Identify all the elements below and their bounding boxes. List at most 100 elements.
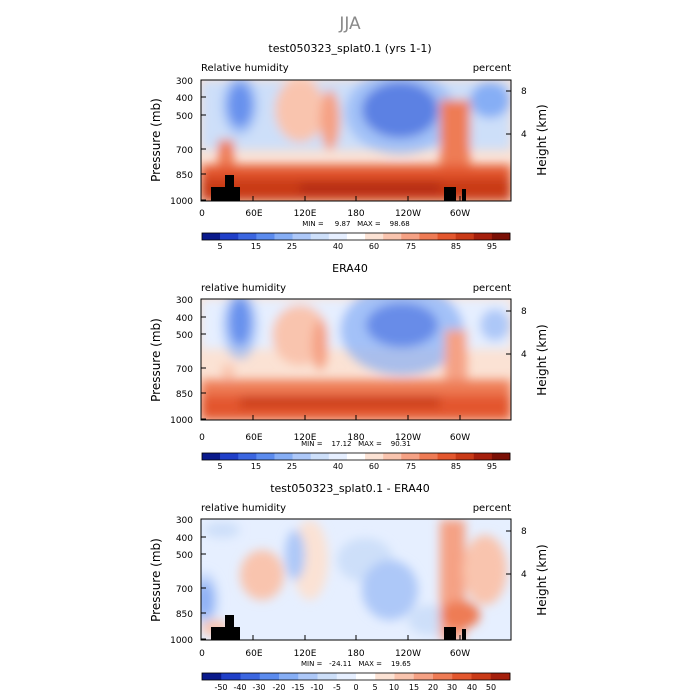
colorbar-cell [471,673,492,680]
x-tick-label: 60W [450,433,470,443]
colorbar-label: 20 [428,683,438,692]
colorbar-cell [292,233,312,240]
panel-left-label: relative humidity [201,503,286,514]
missing-data-block [234,627,240,640]
colorbar-label: 50 [486,683,496,692]
heatmap-field [201,80,511,201]
panel-left-label: Relative humidity [201,63,289,74]
colorbar-cell [310,453,330,460]
panel-left-label: relative humidity [201,283,286,294]
min-max-stats: MIN = 17.12 MAX = 90.31 [301,440,411,448]
y-axis-label: Pressure (mb) [149,98,163,182]
colorbar-cell [490,673,511,680]
x-tick-label: 60E [245,649,262,659]
colorbar-label: 25 [287,462,297,471]
y-tick-label-right: 8 [521,527,527,537]
y-tick-label: 400 [176,534,193,544]
colorbar-label: 5 [217,462,222,471]
x-ticks: 0 60E 120E 180 120W 60W [199,196,470,219]
y-ticks: 300 400 500 700 850 1000 [170,516,206,646]
y-tick-label: 850 [176,390,193,400]
x-tick-label: 60W [450,209,470,219]
colorbar-cell [455,233,475,240]
colorbar-cell [238,233,257,240]
y-axis-label-right: Height (km) [535,104,549,175]
colorbar-label: 85 [451,462,461,471]
colorbar-cell [437,233,456,240]
colorbar-cell [202,673,222,680]
colorbar-cell [452,673,472,680]
colorbar-cell [256,453,275,460]
colorbar-label: 85 [451,242,461,251]
x-tick-label: 120E [294,433,317,443]
x-ticks: 0 60E 120E 180 120W 60W [199,415,470,443]
colorbar-label: 15 [251,242,261,251]
colorbar-label: -50 [214,683,227,692]
colorbar-cell [240,673,261,680]
y-axis-label-right: Height (km) [535,324,549,395]
colorbar-cell [491,453,511,460]
heatmap-field [201,519,511,640]
colorbar-cell [310,233,330,240]
colorbar-label: -15 [291,683,304,692]
missing-data-block [444,187,456,201]
colorbar-cell [317,673,338,680]
y-tick-label: 850 [176,610,193,620]
colorbar-cell [221,673,241,680]
colorbar-cell [336,673,357,680]
y-tick-label-right: 8 [521,87,527,97]
colorbar-cell [394,673,415,680]
x-tick-label: 120W [395,649,421,659]
x-tick-label: 0 [199,209,205,219]
y-tick-label: 1000 [170,416,193,426]
y-tick-label-right: 8 [521,307,527,317]
colorbar-cell [259,673,280,680]
y-tick-label: 1000 [170,197,193,207]
y-tick-label: 300 [176,296,193,306]
y-tick-label: 700 [176,146,193,156]
colorbar-label: 60 [369,462,379,471]
min-max-stats: MIN = -24.11 MAX = 19.65 [301,660,411,668]
colorbar-label: 95 [487,242,497,251]
heatmap-field [201,299,511,420]
y-ticks: 300 400 500 700 850 1000 [170,77,206,207]
y-axis-label-right: Height (km) [535,544,549,615]
y-tick-label: 1000 [170,636,193,646]
colorbar-label: 10 [389,683,399,692]
y-tick-label: 850 [176,171,193,181]
colorbar-label: -20 [272,683,285,692]
x-tick-label: 120W [395,433,421,443]
colorbar-cell [328,233,348,240]
y-tick-label: 700 [176,365,193,375]
colorbar-cell [473,233,493,240]
colorbar-cell [220,233,239,240]
colorbar-cell [274,453,293,460]
colorbar-cell [419,453,438,460]
colorbar-cell [202,453,221,460]
y-axis-label: Pressure (mb) [149,318,163,402]
colorbar-label: 5 [372,683,377,692]
panel-reanalysis: ERA40 relative humidity percent P [149,262,549,471]
colorbar: 5 15 25 40 60 75 85 95 [201,232,511,251]
missing-data-block [225,175,234,201]
colorbar-label: -30 [252,683,265,692]
panel-title: ERA40 [332,262,368,275]
colorbar-cell [491,233,511,240]
missing-data-block [462,189,466,201]
y-tick-label: 300 [176,516,193,526]
y-ticks-right: 8 4 [506,307,527,360]
colorbar-label: 40 [467,683,477,692]
colorbar-cell [437,453,456,460]
colorbar-cell [375,673,395,680]
colorbar-label: 5 [217,242,222,251]
x-tick-label: 120E [294,209,317,219]
colorbar-label: 30 [447,683,457,692]
min-max-stats: MIN = 9.87 MAX = 98.68 [302,220,409,228]
panel-title: test050323_splat0.1 (yrs 1-1) [268,42,431,55]
colorbar-cell [292,453,312,460]
colorbar-label: 75 [406,242,416,251]
x-tick-label: 180 [347,649,364,659]
colorbar-label: -5 [333,683,341,692]
colorbar-cell [356,673,376,680]
